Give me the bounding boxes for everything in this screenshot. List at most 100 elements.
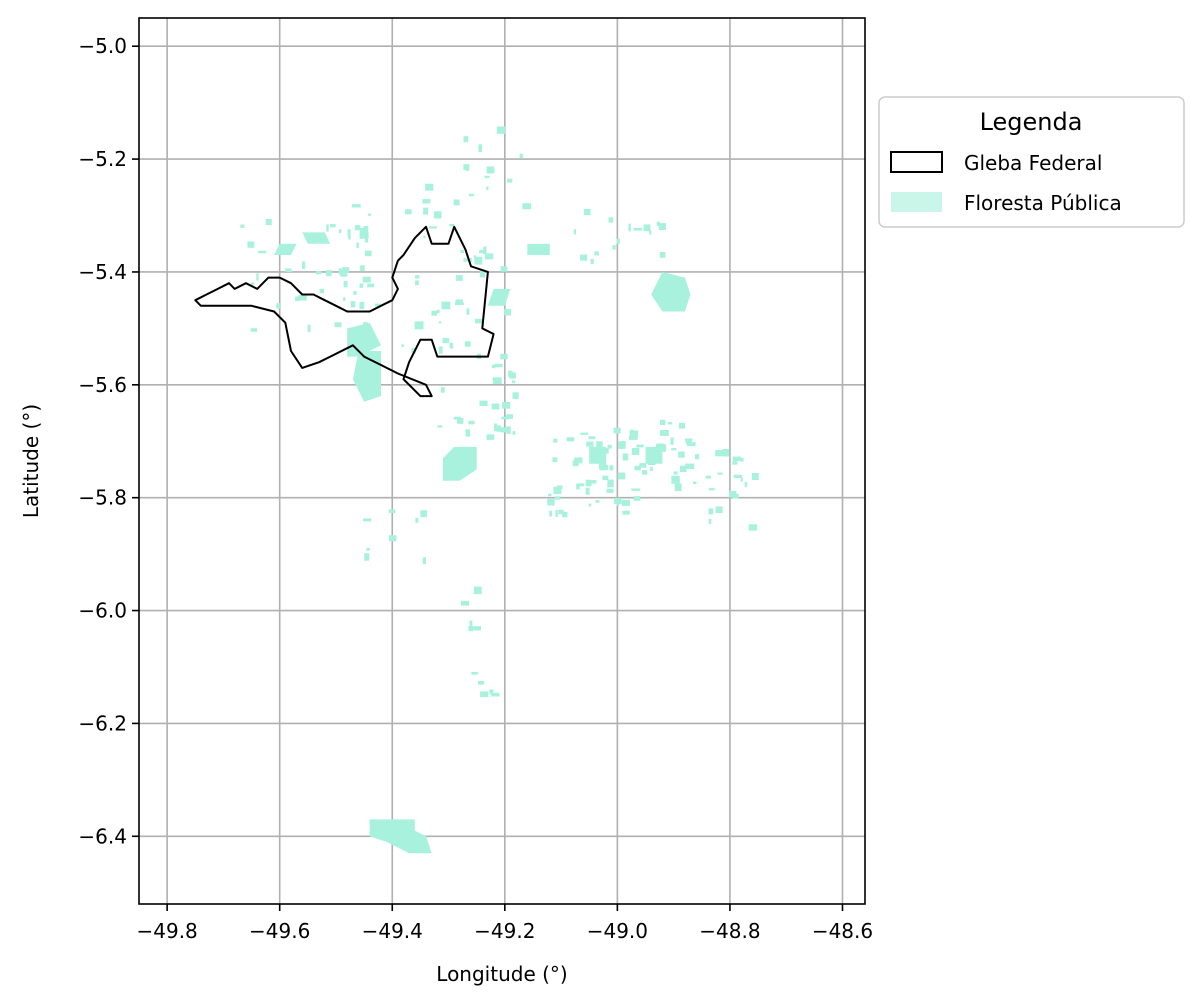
floresta-publica-fragment (285, 268, 292, 272)
floresta-publica-fragment (740, 457, 744, 462)
axes-frame (138, 17, 866, 905)
floresta-publica-fragment (453, 199, 460, 206)
floresta-publica-fragment (350, 301, 356, 308)
floresta-publica-fragment (454, 302, 464, 306)
floresta-publica-fragment (316, 271, 322, 275)
floresta-publica-fragment (343, 297, 346, 301)
legend-swatch-gleba-federal (890, 151, 943, 173)
floresta-publica-fragment (728, 491, 737, 498)
floresta-publica-fragment (460, 249, 464, 253)
floresta-publica-fragment (671, 448, 677, 451)
legend-box (878, 96, 1185, 228)
floresta-publica-fragment (642, 470, 648, 475)
floresta-publica-fragment (307, 324, 311, 333)
floresta-publica-fragment (415, 280, 419, 286)
floresta-publica-fragment (465, 429, 471, 437)
floresta-publica-fragment (594, 251, 599, 256)
floresta-publica-fragment (588, 436, 596, 440)
floresta-publica-polygon (302, 232, 331, 244)
floresta-publica-fragment (298, 295, 307, 301)
floresta-publica-fragment (629, 430, 638, 438)
floresta-publica-fragment (437, 425, 443, 428)
floresta-publica-fragment (501, 416, 510, 420)
floresta-publica-fragment (479, 249, 485, 254)
floresta-publica-fragment (436, 309, 440, 314)
floresta-publica-fragment (473, 586, 482, 595)
floresta-publica-fragment (553, 438, 558, 443)
floresta-publica-fragment (595, 500, 600, 503)
floresta-publica-fragment (364, 237, 368, 243)
floresta-publica-fragment (622, 453, 629, 461)
floresta-publica-fragment (486, 166, 495, 174)
floresta-publica-fragment (555, 509, 558, 517)
x-tick-label: −49.4 (362, 919, 423, 943)
floresta-publica-fragment (414, 321, 424, 330)
floresta-publica-fragment (680, 465, 687, 473)
floresta-publica-fragment (486, 186, 489, 191)
floresta-publica-fragment (486, 434, 495, 440)
floresta-publica-fragment (479, 270, 485, 278)
y-axis-label: Latitude (°) (19, 404, 43, 518)
floresta-publica-fragment (500, 427, 510, 433)
floresta-publica-fragment (608, 217, 614, 223)
floresta-publica-fragment (722, 449, 730, 457)
floresta-publica-fragment (580, 254, 588, 261)
floresta-publica-fragment (622, 510, 630, 515)
floresta-publica-fragment (613, 427, 621, 434)
floresta-publica-fragment (362, 276, 371, 283)
floresta-publica-fragment (685, 440, 692, 444)
floresta-publica-fragment (732, 461, 738, 465)
floresta-publica-polygon (487, 288, 511, 306)
floresta-publica-fragment (622, 441, 626, 447)
legend-label-floresta-publica: Floresta Pública (964, 191, 1122, 215)
floresta-publica-fragment (708, 508, 714, 515)
floresta-publica-fragment (631, 488, 641, 491)
x-tick-label: −49.8 (136, 919, 197, 943)
floresta-publica-fragment (660, 419, 666, 426)
floresta-publica-fragment (374, 303, 382, 307)
floresta-publica-fragment (562, 511, 568, 518)
floresta-publica-polygon (369, 819, 432, 854)
y-tick-label: −6.0 (78, 599, 127, 623)
floresta-publica-fragment (276, 303, 280, 309)
floresta-publica-fragment (504, 308, 511, 316)
floresta-publica-fragment (359, 301, 365, 310)
floresta-publica-fragment (342, 267, 350, 273)
floresta-publica-fragment (732, 456, 741, 462)
floresta-publica-fragment (438, 321, 442, 324)
floresta-publica-fragment (583, 208, 591, 216)
floresta-publica-fragment (351, 204, 361, 208)
floresta-publica-fragment (590, 480, 597, 484)
floresta-publica-fragment (364, 553, 370, 561)
floresta-publica-fragment (468, 626, 473, 632)
floresta-publica-fragment (617, 472, 626, 480)
floresta-publica-fragment (302, 261, 306, 269)
floresta-publica-fragment (366, 548, 371, 551)
floresta-publica-fragment (555, 496, 561, 500)
floresta-publica-fragment (717, 472, 723, 475)
floresta-publica-fragment (463, 164, 470, 170)
floresta-publica-fragment (491, 403, 500, 410)
floresta-publica-fragment (469, 620, 473, 626)
floresta-publica-fragment (491, 692, 500, 697)
floresta-publica-fragment (678, 422, 685, 429)
floresta-publica-fragment (500, 353, 508, 360)
floresta-publica-fragment (326, 270, 332, 277)
floresta-publica-fragment (715, 450, 724, 457)
floresta-publica-fragment (585, 479, 592, 487)
x-axis-label: Longitude (°) (436, 962, 567, 986)
floresta-publica-fragment (441, 301, 451, 310)
floresta-publica-fragment (438, 346, 443, 354)
floresta-publica-fragment (602, 475, 609, 481)
floresta-publica-fragment (733, 474, 742, 478)
floresta-publica-fragment (479, 400, 488, 406)
floresta-publica-fragment (496, 126, 506, 134)
floresta-publica-fragment (368, 213, 371, 216)
floresta-publica-fragment (494, 363, 503, 368)
floresta-publica-polygon (274, 243, 297, 255)
floresta-publica-fragment (585, 487, 590, 495)
floresta-publica-fragment (547, 499, 555, 506)
floresta-publica-fragment (708, 518, 712, 525)
floresta-publica-fragment (422, 557, 426, 565)
